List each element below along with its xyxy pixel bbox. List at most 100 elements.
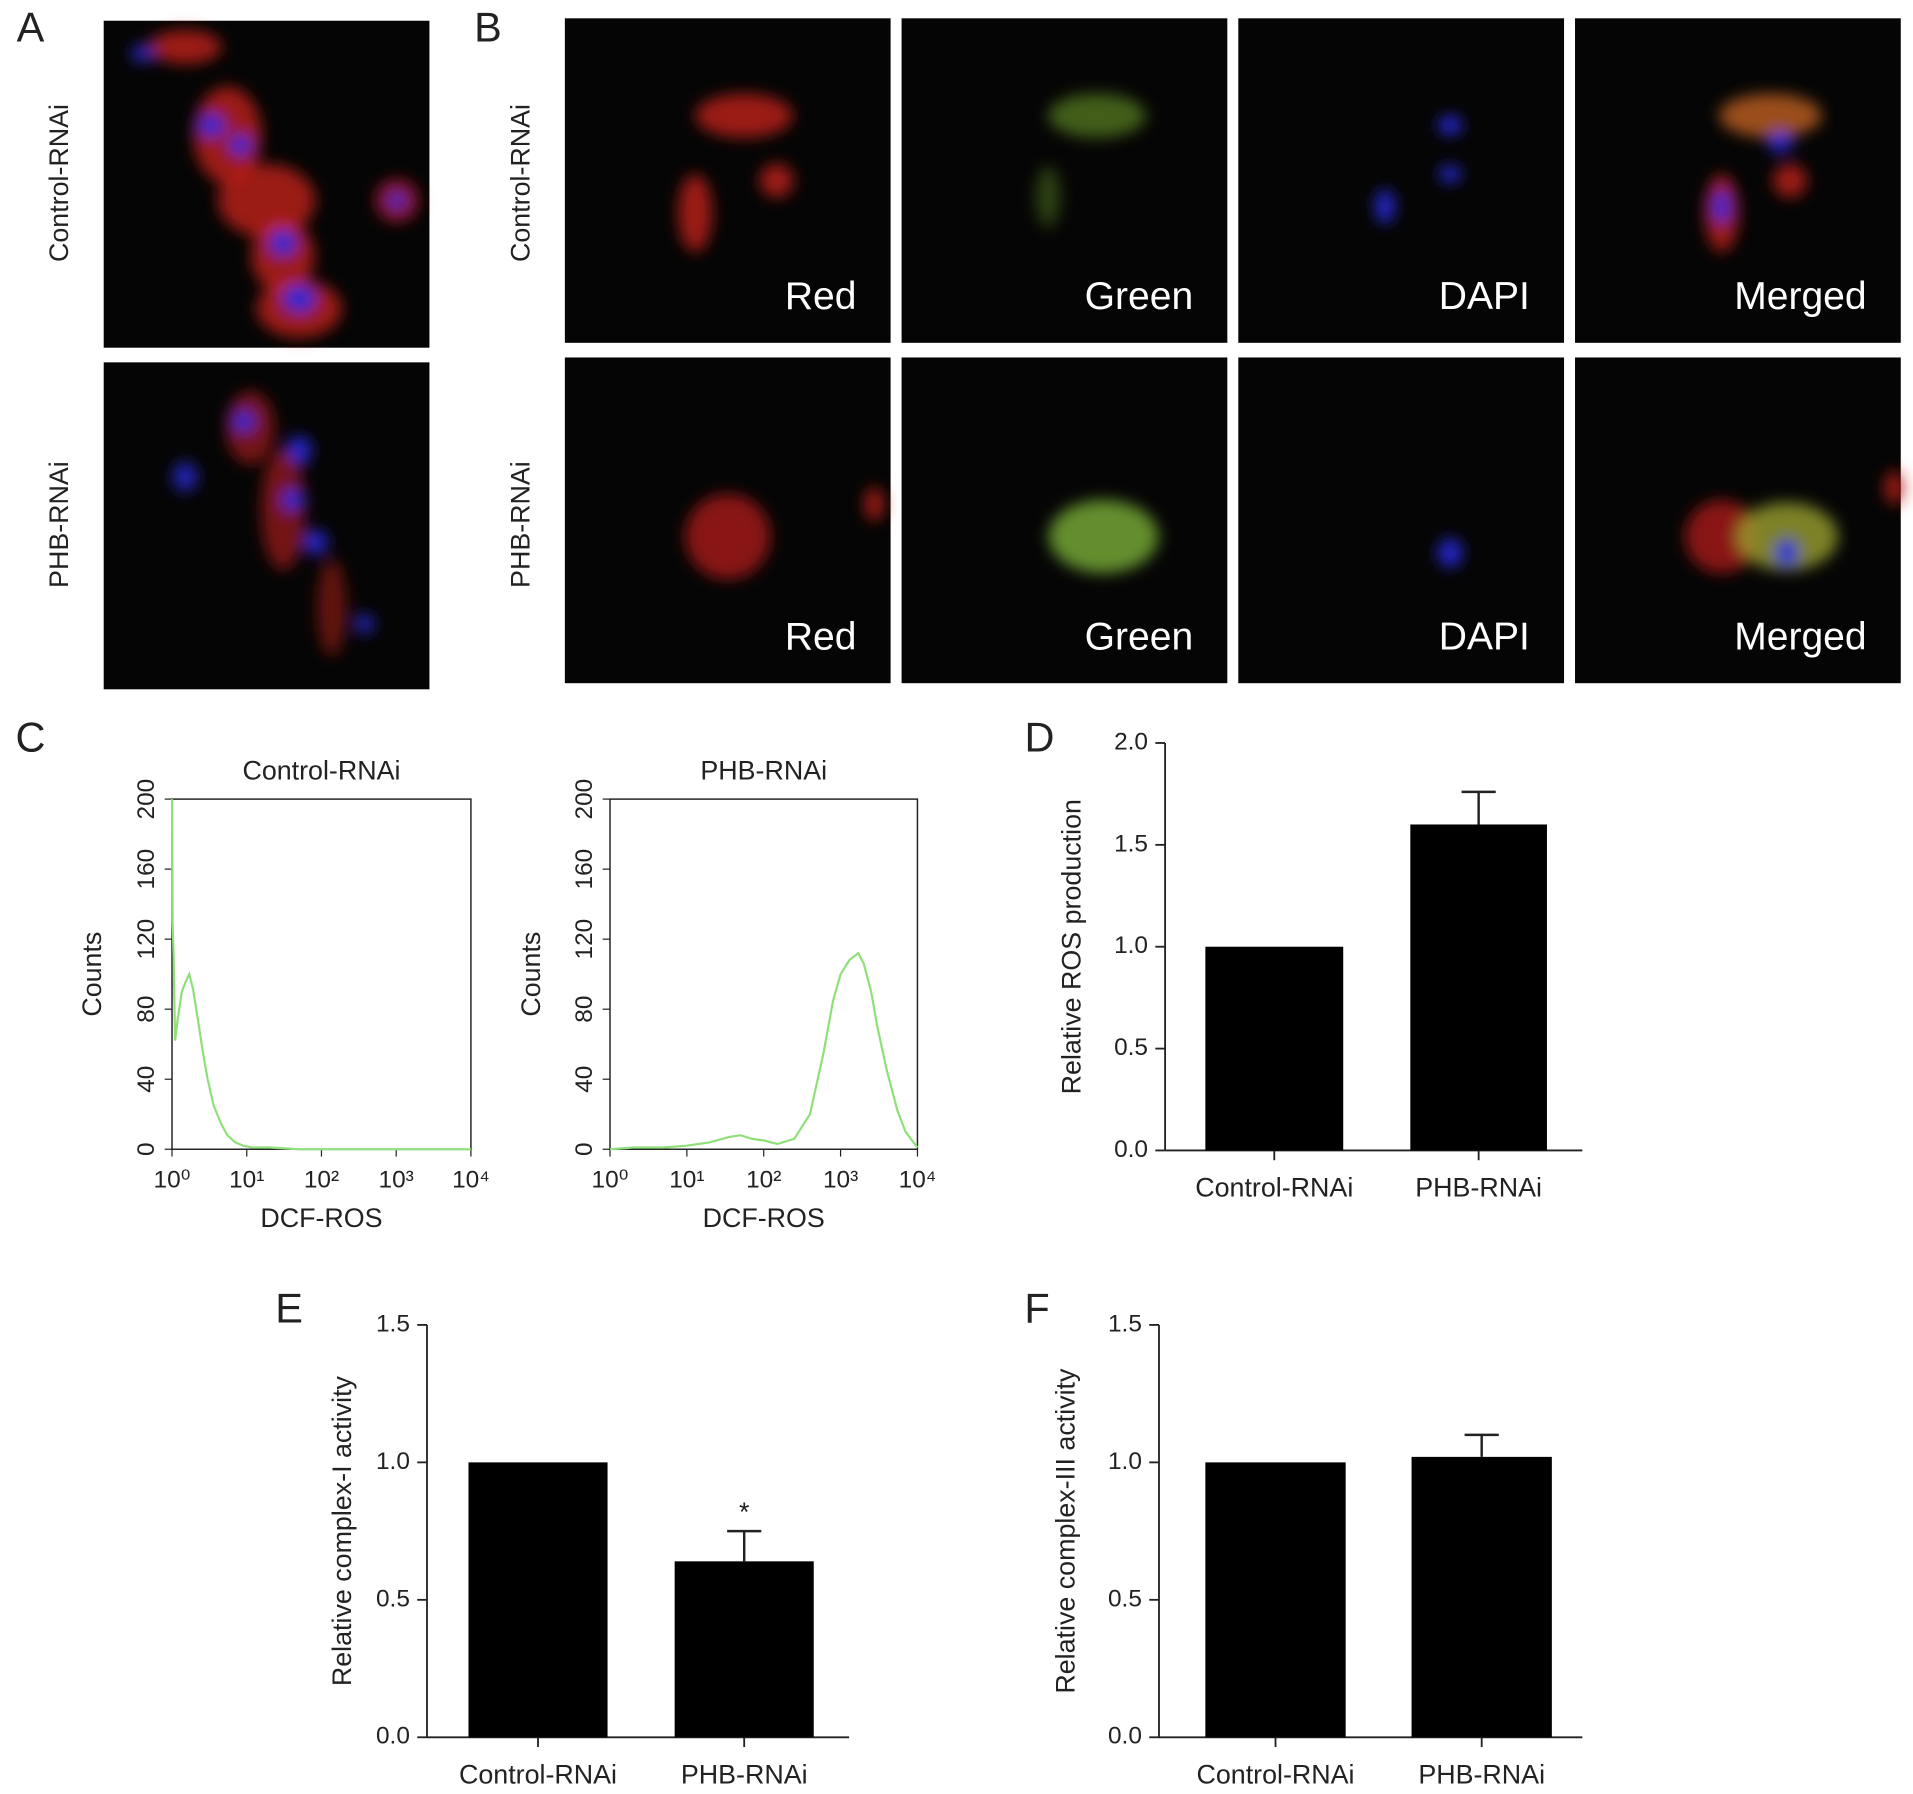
bar bbox=[1411, 1456, 1552, 1738]
cell bbox=[1035, 166, 1061, 228]
micrograph bbox=[1238, 18, 1565, 343]
bar bbox=[468, 1462, 608, 1738]
row-label: Control-RNAi bbox=[505, 104, 535, 262]
cells bbox=[1437, 538, 1463, 568]
y-axis-label: Relative ROS production bbox=[1057, 799, 1087, 1094]
cell bbox=[1735, 502, 1838, 571]
x-tick-label: PHB-RNAi bbox=[1418, 1759, 1545, 1789]
y-tick-label: 0 bbox=[133, 1142, 160, 1156]
panel-letter: F bbox=[1024, 1284, 1049, 1331]
y-tick-label: 120 bbox=[133, 919, 160, 960]
cell bbox=[864, 486, 885, 522]
cell bbox=[280, 487, 305, 512]
channel-label: Merged bbox=[1734, 616, 1866, 659]
histogram-line bbox=[609, 951, 919, 1151]
cell bbox=[130, 44, 155, 62]
x-tick-label: Control-RNAi bbox=[459, 1759, 617, 1789]
cell bbox=[1768, 130, 1793, 153]
cells bbox=[172, 391, 375, 657]
x-tick-label: PHB-RNAi bbox=[681, 1759, 808, 1789]
y-tick-label: 1.0 bbox=[1114, 932, 1148, 959]
cell bbox=[1437, 538, 1463, 568]
cell bbox=[1048, 93, 1146, 138]
y-tick-label: 0.0 bbox=[1114, 1136, 1148, 1163]
chart-title: Control-RNAi bbox=[242, 755, 400, 785]
cell bbox=[1375, 189, 1395, 224]
y-tick-label: 0.0 bbox=[376, 1723, 410, 1750]
x-tick-label: 10¹ bbox=[229, 1166, 264, 1193]
cell bbox=[217, 163, 316, 238]
cell bbox=[695, 93, 793, 138]
x-tick-label: 10² bbox=[746, 1166, 781, 1193]
channel-label: Red bbox=[785, 275, 857, 318]
cell bbox=[1437, 115, 1463, 136]
y-tick-label: 1.5 bbox=[376, 1310, 410, 1337]
x-tick-label: 10³ bbox=[823, 1166, 858, 1193]
cells bbox=[685, 486, 885, 580]
y-axis-label: Counts bbox=[516, 932, 546, 1017]
cell bbox=[303, 529, 328, 555]
channel-label: Merged bbox=[1734, 275, 1866, 318]
y-axis-label: Relative complex-I activity bbox=[327, 1375, 357, 1686]
cells bbox=[1048, 500, 1159, 574]
error-bar bbox=[727, 1529, 762, 1562]
cells bbox=[1704, 93, 1822, 253]
cell bbox=[1884, 470, 1905, 505]
channel-label: Green bbox=[1085, 275, 1193, 318]
y-tick-label: 80 bbox=[133, 996, 160, 1023]
cell bbox=[759, 163, 794, 198]
panel-letter: A bbox=[17, 3, 45, 50]
x-tick-label: 10³ bbox=[379, 1166, 414, 1193]
panel-letter: C bbox=[16, 713, 46, 760]
histogram-line bbox=[170, 799, 471, 1151]
cell bbox=[172, 462, 198, 492]
y-tick-label: 1.0 bbox=[1108, 1448, 1142, 1475]
significance-mark: * bbox=[739, 1497, 750, 1527]
cell bbox=[1685, 500, 1759, 574]
cell bbox=[196, 113, 226, 138]
y-tick-label: 80 bbox=[571, 996, 598, 1023]
cell bbox=[385, 190, 408, 211]
cell bbox=[231, 408, 256, 434]
cell bbox=[317, 558, 347, 657]
chart-title: PHB-RNAi bbox=[700, 755, 827, 785]
bar bbox=[1205, 1462, 1346, 1738]
cells bbox=[130, 29, 419, 338]
x-tick-label: 10² bbox=[304, 1166, 339, 1193]
cells bbox=[1035, 93, 1146, 228]
y-axis-label: Relative complex-III activity bbox=[1051, 1368, 1081, 1694]
channel-label: Red bbox=[785, 616, 857, 659]
bar bbox=[1205, 946, 1344, 1151]
cell bbox=[1772, 163, 1808, 198]
y-tick-label: 160 bbox=[571, 849, 598, 890]
bar bbox=[674, 1561, 814, 1738]
cell bbox=[1711, 189, 1732, 224]
channel-label: DAPI bbox=[1439, 616, 1530, 659]
y-tick-label: 0 bbox=[571, 1142, 598, 1156]
row-label: PHB-RNAi bbox=[505, 461, 535, 588]
y-tick-label: 2.0 bbox=[1114, 728, 1148, 755]
y-tick-label: 1.5 bbox=[1114, 830, 1148, 857]
row-label: PHB-RNAi bbox=[44, 461, 74, 588]
cell bbox=[286, 435, 312, 466]
micrograph bbox=[1238, 357, 1565, 684]
cells bbox=[678, 93, 794, 253]
y-tick-label: 0.5 bbox=[1114, 1034, 1148, 1061]
cell bbox=[1719, 93, 1822, 138]
cell bbox=[1439, 165, 1462, 183]
cell bbox=[1774, 538, 1799, 568]
row-label: Control-RNAi bbox=[44, 104, 74, 262]
y-tick-label: 200 bbox=[571, 779, 598, 820]
panel-letter: D bbox=[1024, 713, 1054, 760]
cell bbox=[228, 134, 253, 156]
y-tick-label: 0.5 bbox=[376, 1585, 410, 1612]
cells bbox=[1685, 470, 1905, 574]
figure-content: A B C D E F Control-RNAi PHB-RNAi Contro… bbox=[16, 3, 1905, 1789]
error-bar bbox=[1464, 1433, 1499, 1457]
y-tick-label: 40 bbox=[133, 1066, 160, 1093]
micrograph bbox=[564, 18, 891, 343]
channel-label: Green bbox=[1085, 616, 1193, 659]
cell bbox=[685, 493, 771, 580]
